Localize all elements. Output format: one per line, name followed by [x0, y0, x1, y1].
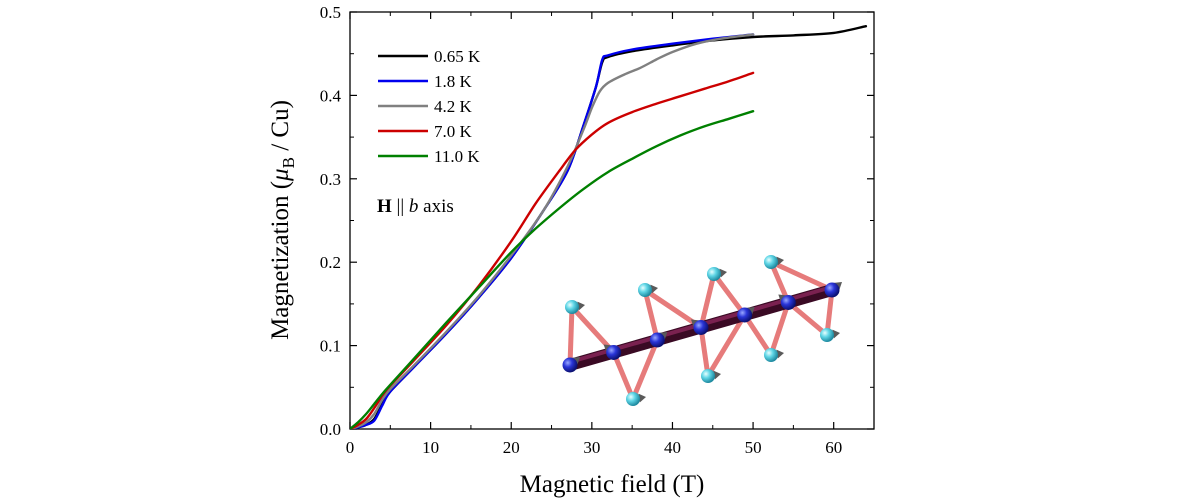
plot-frame — [349, 11, 875, 430]
series-line-4-2-K — [350, 33, 755, 429]
x-tick-label: 30 — [583, 438, 600, 457]
x-axis-ticks: 0 10 20 30 40 50 60 — [346, 12, 842, 457]
legend-label: 1.8 K — [434, 72, 473, 91]
x-tick-label: 60 — [825, 438, 842, 457]
legend-label: 0.65 K — [434, 47, 481, 66]
bond — [705, 312, 748, 379]
spin-arrow-head — [776, 256, 784, 266]
series-line-7-0-K — [350, 71, 755, 429]
bond — [630, 337, 660, 402]
bond — [642, 287, 660, 343]
y-tick-label: 0.1 — [320, 337, 341, 356]
spin-arrow-head — [638, 393, 646, 403]
y-tick-label: 0.4 — [320, 86, 342, 105]
spin-arrow-head — [719, 268, 727, 278]
bond — [711, 271, 748, 318]
bond — [567, 304, 575, 368]
bond — [824, 287, 835, 338]
bond — [768, 259, 835, 293]
chain-atom — [606, 345, 622, 360]
bond — [742, 312, 774, 358]
side-atom-upper — [764, 255, 778, 269]
x-tick-label: 10 — [422, 438, 439, 457]
side-atom-lower — [764, 348, 778, 362]
bond — [698, 271, 717, 330]
spin-arrow-head — [776, 349, 784, 359]
y-axis-label: Magnetization (μB / Cu) — [267, 100, 298, 340]
legend-label: 11.0 K — [434, 147, 480, 166]
crystal-structure-inset — [562, 255, 842, 406]
plot-area-border — [349, 11, 875, 430]
x-tick-label: 20 — [503, 438, 520, 457]
chain-atom — [693, 320, 709, 335]
bond — [611, 350, 636, 402]
series-line-11-0-K — [350, 110, 755, 429]
x-tick-label: 50 — [745, 438, 762, 457]
y-tick-label: 0.2 — [320, 253, 341, 272]
y-tick-label: 0.3 — [320, 170, 341, 189]
bond — [698, 325, 711, 379]
side-atom-lower — [701, 369, 715, 383]
side-atom-upper — [565, 300, 579, 314]
side-atom-upper — [638, 283, 652, 297]
y-tick-label: 0.0 — [320, 420, 341, 439]
series-line-0-65-K — [350, 25, 868, 429]
side-atom-upper — [707, 267, 721, 281]
y-tick-label: 0.5 — [320, 3, 341, 22]
chain-atom — [737, 307, 753, 323]
chain-atom — [780, 295, 796, 310]
side-atom-lower — [820, 328, 834, 342]
chain-atom — [824, 282, 840, 298]
chain-atom — [562, 357, 578, 373]
chain-atom — [649, 332, 665, 348]
legend-label: 7.0 K — [434, 122, 473, 141]
bond — [785, 300, 830, 338]
spin-arrow-head — [650, 284, 658, 294]
spin-arrow-head — [832, 329, 840, 339]
x-tick-label: 0 — [346, 438, 355, 457]
x-tick-label: 40 — [664, 438, 681, 457]
y-axis-ticks: 0.0 0.1 0.2 0.3 0.4 0.5 — [320, 3, 874, 439]
x-axis-label: Magnetic field (T) — [520, 471, 705, 498]
field-direction-annotation: H || b axis — [377, 196, 454, 217]
legend-label: 4.2 K — [434, 97, 473, 116]
legend: 0.65 K 1.8 K 4.2 K 7.0 K 11.0 K — [378, 47, 481, 166]
side-atom-lower — [626, 392, 640, 406]
data-series — [350, 25, 868, 429]
spin-arrow-head — [577, 301, 585, 311]
bond — [768, 300, 791, 358]
spin-arrow-head — [713, 370, 721, 380]
